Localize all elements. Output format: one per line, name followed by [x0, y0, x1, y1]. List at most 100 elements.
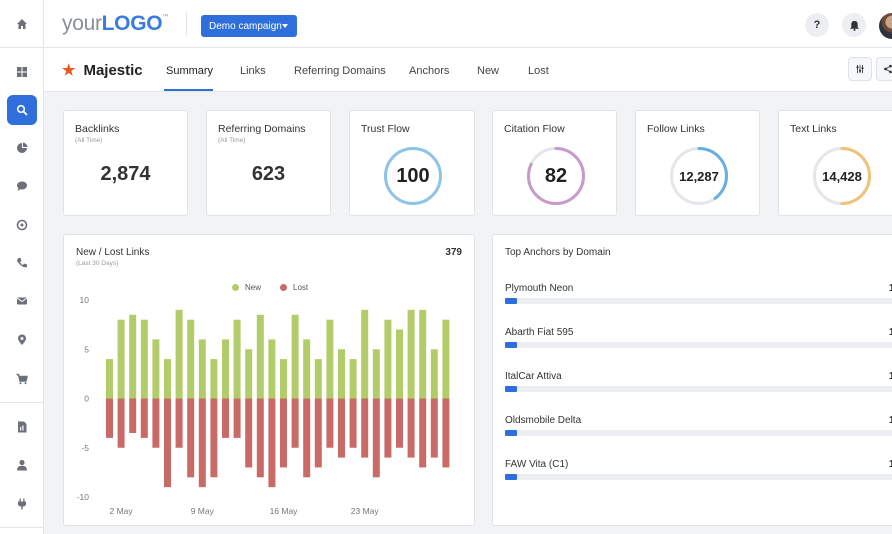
bar-lost[interactable] — [256, 398, 264, 478]
anchor-row[interactable]: ItalCar Attiva 116 — [505, 371, 892, 411]
avatar[interactable] — [879, 13, 892, 39]
notifications-button[interactable] — [842, 13, 866, 37]
bar-lost[interactable] — [152, 398, 160, 448]
bar-new[interactable] — [419, 309, 427, 399]
legend-lost[interactable]: Lost — [280, 283, 308, 292]
bar-lost[interactable] — [222, 398, 229, 438]
bar-lost[interactable] — [303, 398, 311, 478]
bar-new[interactable] — [175, 309, 183, 399]
plug-icon[interactable] — [7, 489, 37, 519]
bar-new[interactable] — [140, 319, 148, 399]
tab-lost[interactable]: Lost — [528, 65, 549, 77]
bar-lost[interactable] — [233, 398, 241, 438]
tab-links[interactable]: Links — [240, 65, 266, 77]
bar-lost[interactable] — [361, 398, 369, 458]
anchor-row[interactable]: Abarth Fiat 595 118 — [505, 327, 892, 367]
report-icon[interactable] — [7, 412, 37, 442]
anchor-bar-track — [505, 342, 892, 348]
tab-new[interactable]: New — [477, 65, 500, 77]
bar-lost[interactable] — [326, 398, 334, 448]
bar-new[interactable] — [198, 339, 206, 399]
pie-chart-icon[interactable] — [7, 133, 37, 163]
app-logo[interactable]: yourLOGO™ — [62, 12, 168, 36]
bar-lost[interactable] — [187, 398, 195, 478]
bar-new[interactable] — [233, 319, 241, 399]
bar-new[interactable] — [407, 309, 415, 399]
bar-lost[interactable] — [129, 398, 137, 433]
dashboard-icon[interactable] — [7, 57, 37, 87]
bar-new[interactable] — [384, 319, 392, 399]
bar-new[interactable] — [280, 359, 287, 399]
bar-lost[interactable] — [291, 398, 299, 448]
bar-new[interactable] — [268, 339, 276, 399]
bar-lost[interactable] — [407, 398, 415, 458]
chat-icon[interactable] — [7, 171, 37, 201]
mail-icon[interactable] — [7, 286, 37, 316]
bar-lost[interactable] — [198, 398, 206, 488]
bar-lost[interactable] — [164, 398, 171, 488]
settings-sliders-button[interactable] — [848, 57, 872, 81]
bar-lost[interactable] — [268, 398, 276, 488]
bar-lost[interactable] — [210, 398, 218, 478]
bar-new[interactable] — [291, 314, 299, 399]
campaign-dropdown[interactable]: Demo campaign — [201, 15, 297, 37]
bar-new[interactable] — [396, 329, 403, 399]
bar-new[interactable] — [430, 349, 438, 399]
bar-new[interactable] — [314, 359, 322, 399]
stat-value: 82 — [544, 164, 568, 187]
bar-new[interactable] — [210, 359, 218, 399]
bar-new[interactable] — [326, 319, 334, 399]
anchor-row[interactable]: Plymouth Neon 119 — [505, 283, 892, 323]
bar-new[interactable] — [338, 349, 345, 399]
tab-anchors[interactable]: Anchors — [409, 65, 450, 77]
bar-lost[interactable] — [396, 398, 403, 448]
bar-lost[interactable] — [430, 398, 438, 458]
bar-lost[interactable] — [280, 398, 287, 468]
search-icon[interactable] — [7, 95, 37, 125]
bar-new[interactable] — [164, 359, 171, 399]
tab-referring-domains[interactable]: Referring Domains — [294, 65, 386, 77]
bar-new[interactable] — [245, 349, 253, 399]
user-icon[interactable] — [7, 450, 37, 480]
bar-lost[interactable] — [349, 398, 357, 448]
bar-lost[interactable] — [338, 398, 345, 458]
tab-summary[interactable]: Summary — [166, 65, 214, 77]
bar-new[interactable] — [442, 319, 450, 399]
anchor-row[interactable]: Oldsmobile Delta 115 — [505, 415, 892, 455]
bar-new[interactable] — [256, 314, 264, 399]
phone-icon[interactable] — [7, 248, 37, 278]
stat-card-text-links: Text Links 14,428 — [778, 110, 892, 216]
share-button[interactable] — [876, 57, 892, 81]
legend-label-new: New — [245, 283, 262, 292]
bar-lost[interactable] — [442, 398, 450, 468]
bar-lost[interactable] — [245, 398, 253, 468]
home-icon[interactable] — [7, 9, 37, 39]
bar-lost[interactable] — [314, 398, 322, 468]
bar-new[interactable] — [349, 359, 357, 399]
x-tick-label: 9 May — [191, 506, 215, 516]
bar-lost[interactable] — [419, 398, 427, 468]
chat-bubble-icon[interactable] — [7, 210, 37, 240]
bar-lost[interactable] — [140, 398, 148, 438]
anchor-value: 113 — [888, 459, 892, 470]
bar-lost[interactable] — [372, 398, 380, 478]
legend-new[interactable]: New — [232, 283, 261, 292]
bar-new[interactable] — [106, 359, 113, 399]
bar-new[interactable] — [372, 349, 380, 399]
new-lost-links-panel: New / Lost Links (Last 30 Days) 379 New … — [63, 234, 475, 526]
bar-new[interactable] — [187, 319, 195, 399]
bar-lost[interactable] — [106, 398, 113, 438]
bar-lost[interactable] — [175, 398, 183, 448]
location-icon[interactable] — [7, 325, 37, 355]
help-button[interactable]: ? — [805, 13, 829, 37]
bar-new[interactable] — [152, 339, 160, 399]
cart-icon[interactable] — [7, 364, 37, 394]
bar-lost[interactable] — [117, 398, 125, 448]
bar-lost[interactable] — [384, 398, 392, 458]
bar-new[interactable] — [222, 339, 229, 399]
bar-new[interactable] — [117, 319, 125, 399]
anchor-row[interactable]: FAW Vita (C1) 113 — [505, 459, 892, 499]
bar-new[interactable] — [303, 339, 311, 399]
bar-new[interactable] — [129, 314, 137, 399]
bar-new[interactable] — [361, 309, 369, 399]
